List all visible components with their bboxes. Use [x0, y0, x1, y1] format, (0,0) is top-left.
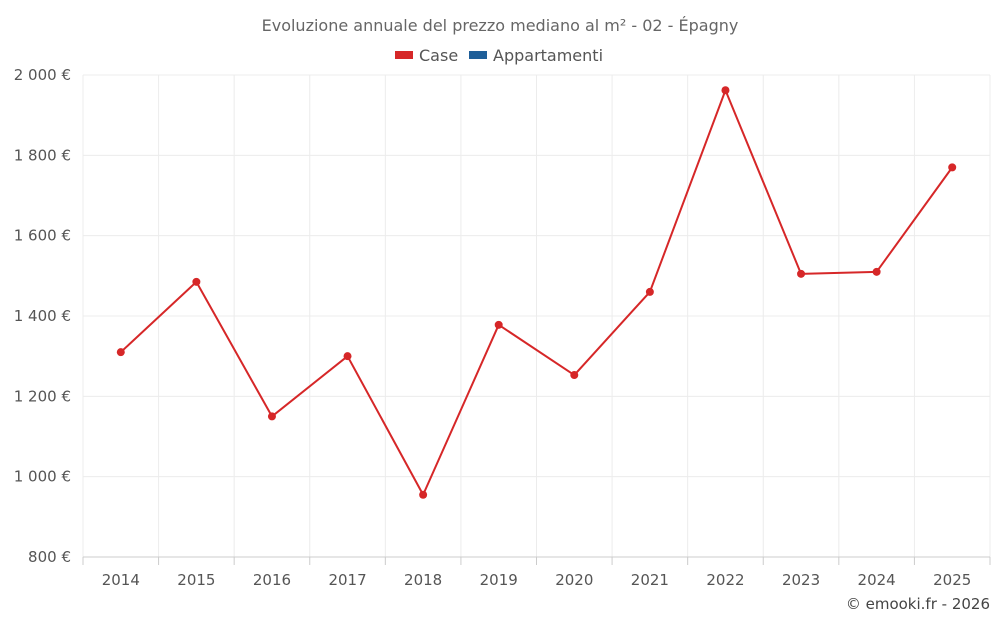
data-point-case[interactable]: [192, 277, 201, 286]
data-point-case[interactable]: [570, 371, 579, 380]
x-tick-label: 2024: [858, 571, 896, 589]
grid: [82, 74, 991, 557]
data-point-case[interactable]: [645, 287, 654, 296]
x-tick-label: 2015: [177, 571, 215, 589]
x-tick-label: 2019: [480, 571, 518, 589]
data-point-case[interactable]: [494, 320, 503, 329]
data-point-case[interactable]: [721, 86, 730, 95]
legend-label-case: Case: [419, 46, 458, 65]
legend-item-case[interactable]: Case: [395, 46, 458, 65]
data-point-case[interactable]: [797, 269, 806, 278]
y-tick-label: 1 400 €: [14, 307, 71, 325]
y-axis: 800 € 1 000 € 1 200 € 1 400 € 1 600 € 1 800 €…: [14, 66, 71, 566]
legend-swatch-case: [395, 51, 413, 59]
y-tick-label: 1 600 €: [14, 227, 71, 245]
x-tick-label: 2023: [782, 571, 820, 589]
legend-label-appartamenti: Appartamenti: [493, 46, 603, 65]
data-point-case[interactable]: [419, 490, 428, 499]
series-line-case: [120, 89, 954, 496]
chart-title: Evoluzione annuale del prezzo mediano al…: [262, 16, 739, 35]
data-point-case[interactable]: [948, 163, 957, 172]
legend-swatch-appartamenti: [469, 51, 487, 59]
x-axis: 2014 2015 2016 2017 2018 2019 2020 2021 2022 2023…: [82, 556, 991, 589]
y-tick-label: 2 000 €: [14, 66, 71, 84]
x-tick-label: 2025: [933, 571, 971, 589]
y-tick-label: 1 200 €: [14, 387, 71, 405]
legend: Case Appartamenti: [395, 46, 603, 65]
data-point-case[interactable]: [872, 267, 881, 276]
x-tick-label: 2018: [404, 571, 442, 589]
data-point-case[interactable]: [267, 412, 276, 421]
x-tick-label: 2020: [555, 571, 593, 589]
y-tick-label: 1 000 €: [14, 468, 71, 486]
x-tick-label: 2014: [102, 571, 140, 589]
legend-item-appartamenti[interactable]: Appartamenti: [469, 46, 603, 65]
data-point-case[interactable]: [343, 352, 352, 361]
data-point-case[interactable]: [116, 348, 125, 357]
credit-text: © emooki.fr - 2026: [846, 595, 990, 613]
x-tick-label: 2017: [328, 571, 366, 589]
x-tick-label: 2021: [631, 571, 669, 589]
series-case: [116, 86, 957, 499]
y-tick-label: 1 800 €: [14, 146, 71, 164]
y-tick-label: 800 €: [28, 548, 71, 566]
x-tick-label: 2022: [706, 571, 744, 589]
x-tick-label: 2016: [253, 571, 291, 589]
